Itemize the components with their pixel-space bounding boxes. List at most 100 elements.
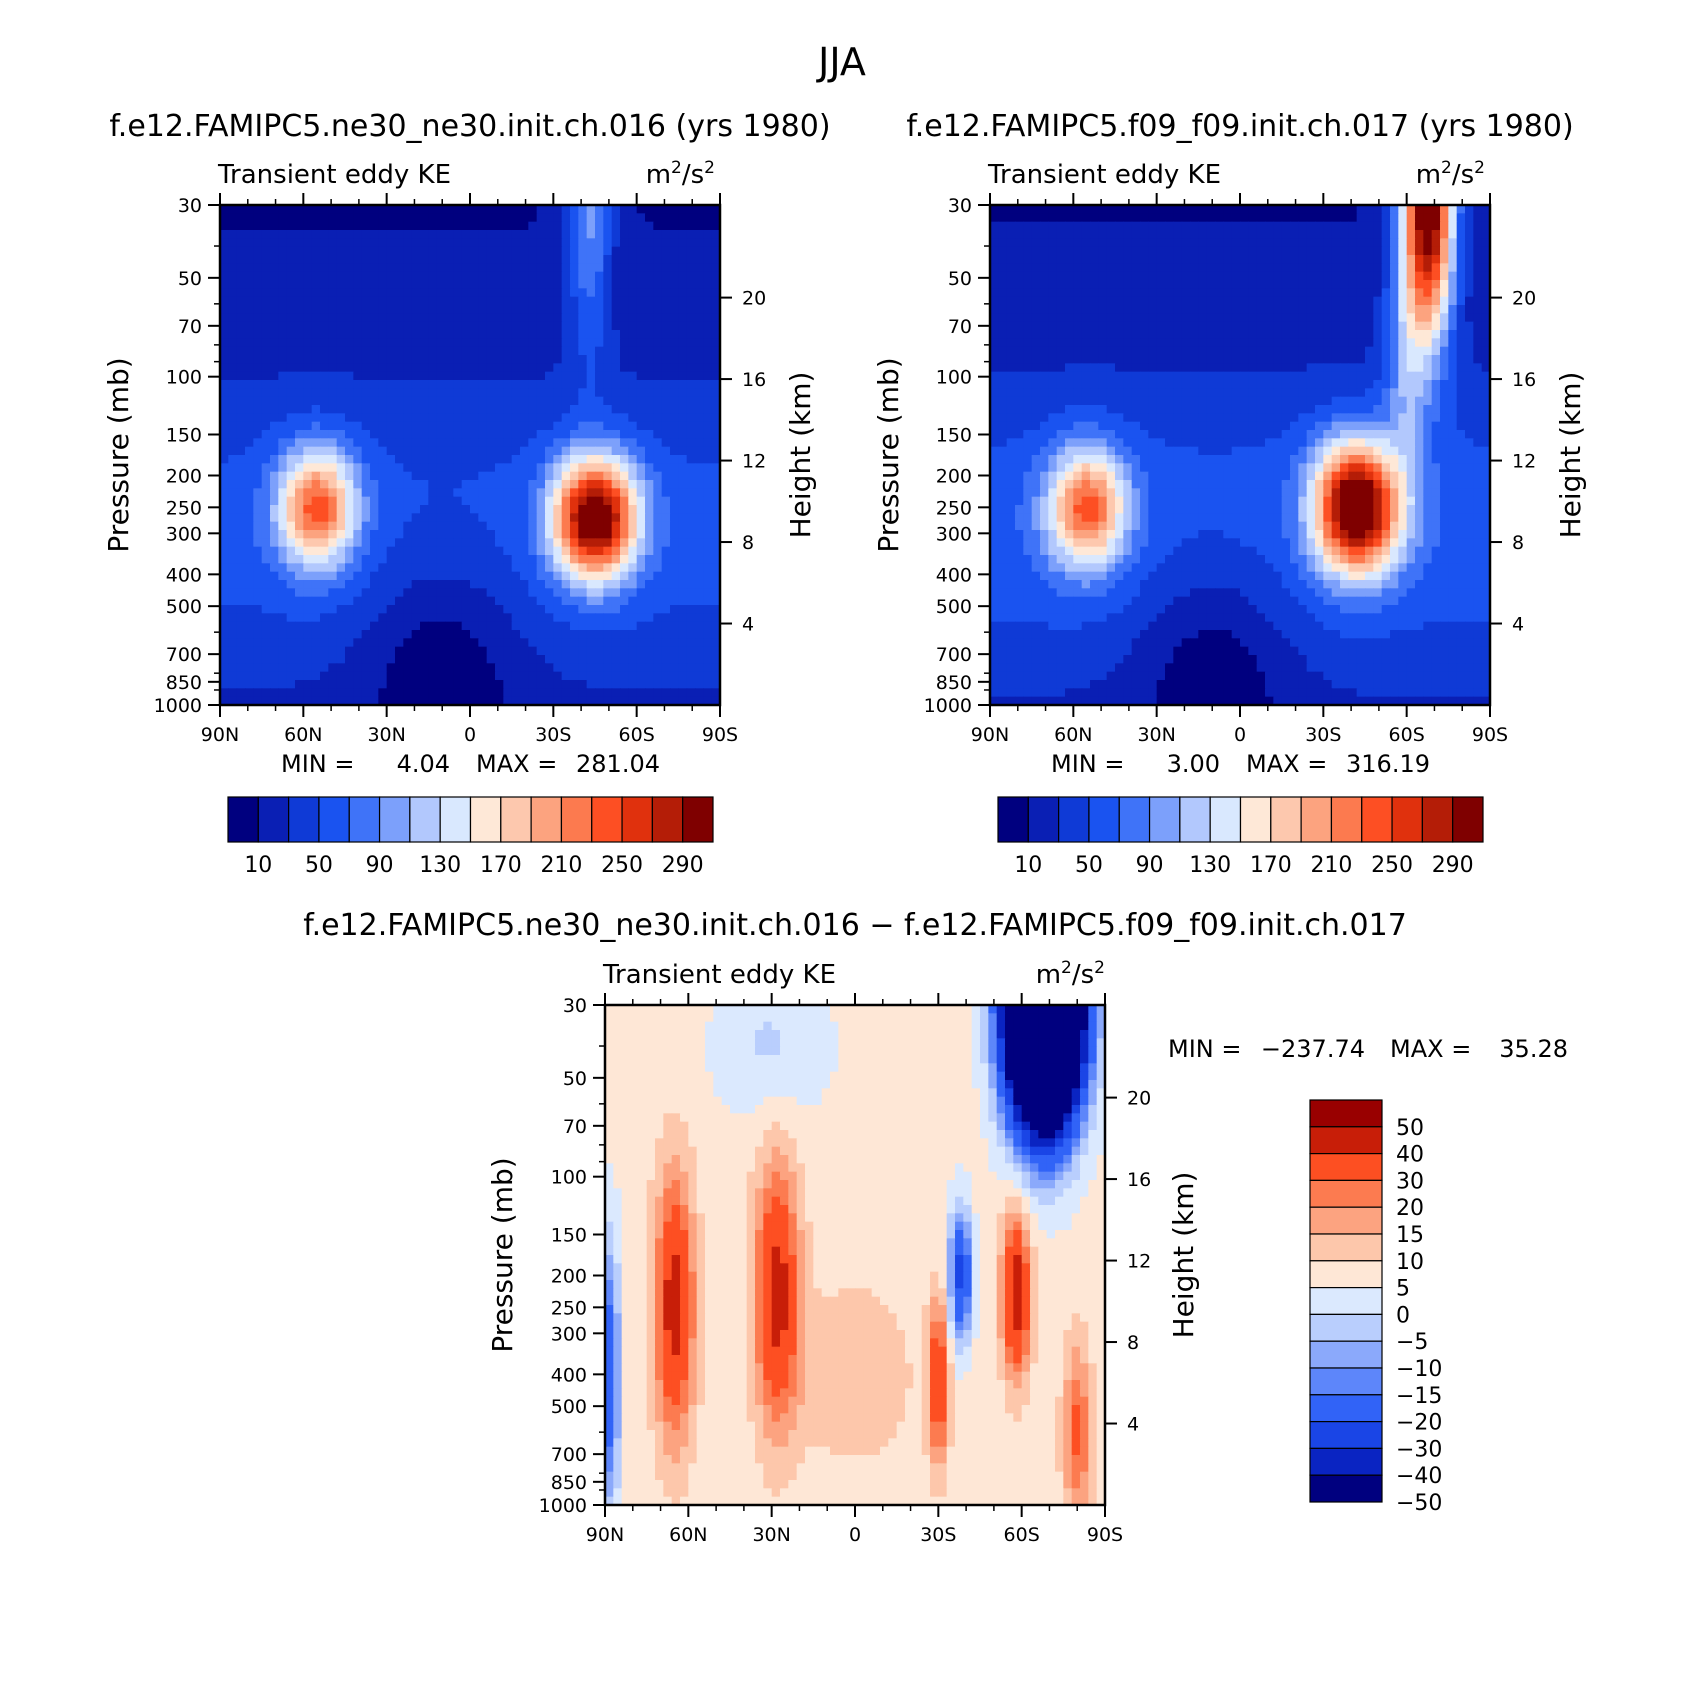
contour-cell	[470, 663, 479, 673]
contour-cell	[561, 538, 571, 548]
contour-cell	[670, 538, 679, 548]
contour-cell	[245, 246, 254, 256]
contour-cell	[1098, 255, 1108, 264]
contour-cell	[436, 446, 446, 456]
contour-cell	[1481, 363, 1491, 373]
contour-cell	[411, 305, 421, 314]
contour-cell	[286, 688, 296, 698]
contour-cell	[511, 346, 521, 356]
contour-cell	[1481, 271, 1491, 281]
contour-cell	[1148, 321, 1158, 331]
contour-cell	[586, 246, 596, 256]
contour-cell	[386, 588, 396, 598]
contour-cell	[561, 396, 571, 406]
contour-cell	[628, 646, 638, 656]
contour-cell	[703, 346, 713, 356]
contour-cell	[1156, 305, 1166, 314]
contour-cell	[1106, 221, 1116, 231]
contour-cell	[1448, 246, 1458, 256]
contour-cell	[470, 546, 479, 556]
contour-cell	[253, 346, 263, 356]
contour-cell	[470, 321, 479, 331]
contour-cell	[1223, 213, 1233, 223]
contour-cell	[1123, 313, 1133, 323]
contour-cell	[1390, 213, 1399, 223]
contour-cell	[1181, 296, 1191, 306]
contour-cell	[1098, 280, 1108, 289]
contour-cell	[228, 655, 238, 664]
contour-cell	[236, 596, 246, 606]
contour-cell	[1165, 363, 1174, 373]
y-tick-label: 150	[166, 424, 202, 446]
contour-cell	[1440, 271, 1449, 281]
contour-cell	[345, 580, 354, 589]
contour-cell	[1315, 246, 1324, 256]
x-tick-label: 30N	[367, 724, 405, 746]
contour-cell	[553, 571, 563, 581]
contour-cell	[228, 605, 238, 614]
contour-cell	[586, 588, 596, 598]
contour-cell	[636, 605, 646, 614]
contour-cell	[1206, 255, 1216, 264]
contour-cell	[486, 421, 496, 431]
contour-cell	[428, 355, 438, 364]
contour-cell	[1398, 205, 1408, 214]
contour-cell	[1015, 271, 1024, 281]
contour-cell	[678, 221, 688, 231]
contour-cell	[511, 238, 521, 248]
contour-cell	[686, 680, 696, 689]
contour-cell	[545, 521, 554, 531]
contour-cell	[1031, 330, 1041, 339]
contour-cell	[1056, 255, 1066, 264]
contour-cell	[1173, 255, 1183, 264]
contour-cell	[545, 605, 554, 614]
contour-cell	[1340, 305, 1349, 314]
contour-cell	[545, 563, 554, 573]
contour-cell	[998, 380, 1008, 389]
contour-cell	[636, 613, 646, 623]
contour-cell	[578, 321, 588, 331]
contour-cell	[1331, 363, 1341, 373]
contour-cell	[228, 305, 238, 314]
contour-cell	[561, 321, 571, 331]
contour-cell	[545, 305, 554, 314]
contour-cell	[1123, 371, 1133, 381]
contour-cell	[453, 663, 463, 673]
contour-cell	[253, 563, 263, 573]
contour-cell	[328, 438, 338, 448]
contour-cell	[1331, 263, 1341, 273]
contour-cell	[1390, 280, 1399, 289]
contour-cell	[303, 305, 313, 314]
contour-cell	[586, 430, 596, 439]
contour-cell	[511, 696, 521, 706]
contour-cell	[345, 380, 354, 389]
contour-cell	[595, 238, 604, 248]
contour-cell	[603, 530, 613, 539]
contour-cell	[678, 238, 688, 248]
contour-cell	[261, 655, 271, 664]
contour-cell	[511, 580, 521, 589]
contour-cell	[586, 213, 596, 223]
contour-cell	[570, 338, 579, 348]
contour-cell	[620, 438, 629, 448]
contour-cell	[336, 221, 346, 231]
contour-cell	[270, 596, 279, 606]
contour-cell	[1040, 296, 1049, 306]
contour-cell	[270, 538, 279, 548]
contour-cell	[328, 605, 338, 614]
contour-cell	[636, 438, 646, 448]
contour-cell	[678, 505, 688, 514]
contour-cell	[403, 388, 413, 398]
contour-cell	[328, 330, 338, 339]
contour-cell	[1056, 280, 1066, 289]
contour-cell	[661, 463, 671, 473]
contour-cell	[361, 638, 371, 648]
contour-cell	[653, 230, 663, 239]
contour-cell	[378, 346, 388, 356]
y-tick-label: 70	[178, 316, 202, 338]
contour-cell	[1340, 246, 1349, 256]
contour-cell	[1115, 221, 1124, 231]
contour-cell	[1056, 263, 1066, 273]
contour-cell	[420, 471, 429, 481]
contour-cell	[1273, 255, 1283, 264]
